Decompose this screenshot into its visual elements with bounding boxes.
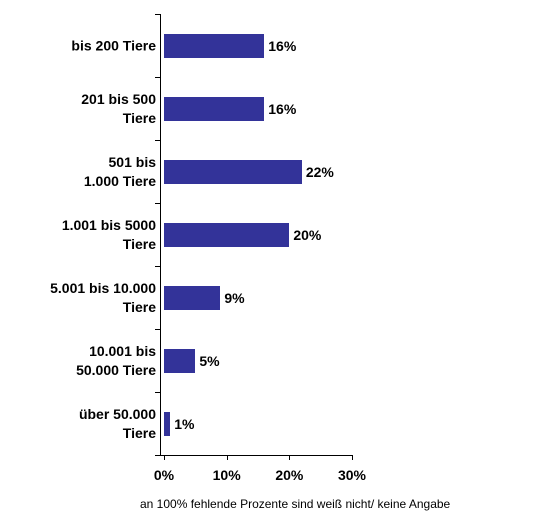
- y-tick: [155, 392, 160, 393]
- x-tick: [289, 455, 291, 460]
- bar: [164, 159, 302, 184]
- x-tick: [352, 455, 353, 460]
- value-label: 22%: [305, 163, 334, 180]
- category-label: 201 bis 500 Tiere: [81, 90, 156, 126]
- bar: [164, 33, 265, 58]
- category-label: 10.001 bis 50.000 Tiere: [76, 342, 156, 378]
- bar: [164, 222, 290, 247]
- value-label: 20%: [293, 226, 322, 243]
- value-label: 1%: [174, 415, 195, 432]
- bar: [164, 96, 265, 121]
- value-label: 5%: [199, 352, 220, 369]
- y-tick: [155, 14, 160, 15]
- bar: [164, 285, 221, 310]
- category-label: 1.001 bis 5000 Tiere: [61, 216, 156, 252]
- bar: [164, 411, 171, 436]
- x-tick-label: 30%: [337, 467, 367, 483]
- y-tick: [155, 455, 160, 456]
- value-label: 16%: [268, 37, 297, 54]
- x-tick-label: 20%: [275, 467, 304, 483]
- category-label: 501 bis 1.000 Tiere: [83, 153, 156, 189]
- y-axis: [160, 14, 161, 455]
- y-tick: [155, 77, 160, 78]
- category-label: 5.001 bis 10.000 Tiere: [50, 279, 156, 315]
- bar: [164, 348, 196, 373]
- x-tick: [164, 455, 165, 460]
- y-tick: [155, 203, 160, 204]
- x-tick: [226, 455, 228, 460]
- y-tick: [155, 329, 160, 330]
- category-label: bis 200 Tiere: [71, 37, 156, 53]
- x-tick-label: 10%: [212, 467, 241, 483]
- value-label: 9%: [224, 289, 245, 306]
- footnote: an 100% fehlende Prozente sind weiß nich…: [140, 497, 451, 511]
- y-tick: [155, 266, 160, 267]
- y-tick: [155, 140, 160, 141]
- x-axis: [160, 455, 352, 456]
- x-tick-label: 0%: [153, 467, 175, 483]
- value-label: 16%: [268, 100, 297, 117]
- category-label: über 50.000 Tiere: [78, 405, 156, 441]
